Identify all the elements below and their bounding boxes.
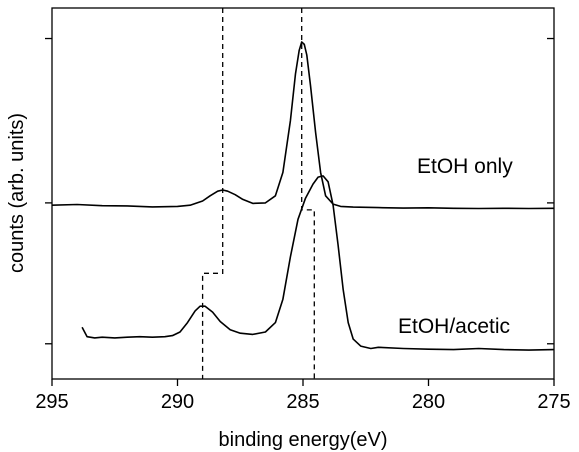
x-tick-label-295: 295 — [35, 391, 68, 413]
x-tick-label-285: 285 — [286, 391, 319, 413]
series-label-etoh-acetic: EtOH/acetic — [398, 315, 510, 338]
x-tick-label-280: 280 — [412, 391, 445, 413]
series-line-2 — [81, 175, 555, 351]
x-tick-label-275: 275 — [537, 391, 570, 413]
series-label-etoh-only: EtOH only — [417, 155, 513, 178]
series-lines — [51, 41, 555, 351]
x-axis-title: binding energy(eV) — [219, 429, 388, 451]
y-axis-title: counts (arb. units) — [6, 113, 28, 273]
series-line-1 — [51, 41, 555, 210]
x-tick-label-290: 290 — [161, 391, 194, 413]
y-axis — [45, 37, 554, 345]
x-axis: 295 290 285 280 275 — [35, 379, 571, 413]
